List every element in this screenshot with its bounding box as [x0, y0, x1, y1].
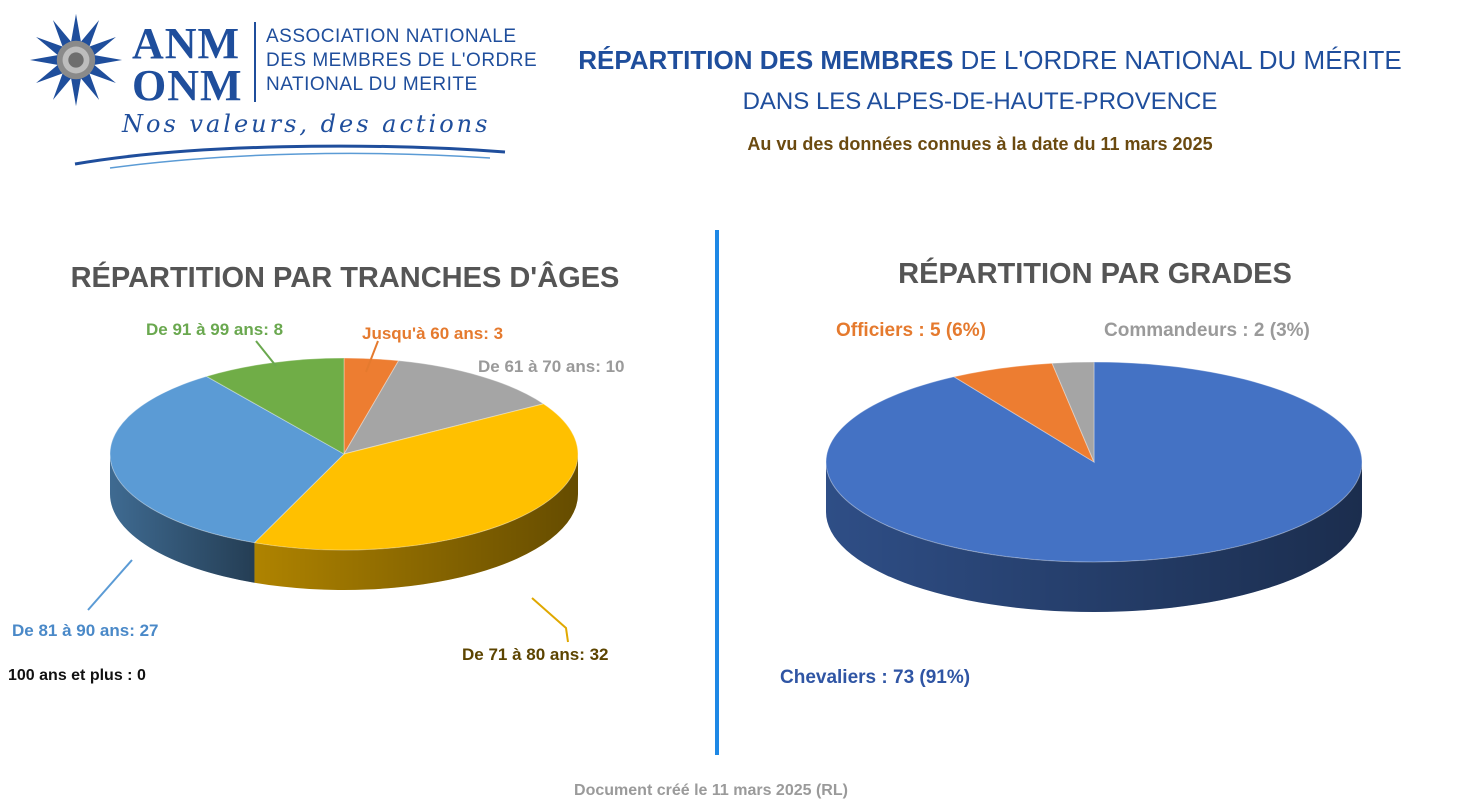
grade-slice-2: [1051, 361, 1095, 463]
logo-text-line-2: DES MEMBRES DE L'ORDRE: [266, 50, 538, 71]
logo-text-line-1: ASSOCIATION NATIONALE: [266, 26, 517, 47]
data-label-a70: De 61 à 70 ans: 10: [478, 357, 625, 376]
grade-slice-1: [952, 362, 1096, 464]
data-label-a90: De 81 à 90 ans: 27: [12, 621, 159, 640]
data-label-a99: De 91 à 99 ans: 8: [146, 320, 284, 339]
age-chart-title: RÉPARTITION PAR TRANCHES D'ÂGES: [70, 262, 620, 294]
logo-divider: [254, 22, 256, 102]
age-slice-side-shade-2: [254, 454, 579, 591]
logo-text-line-3: NATIONAL DU MERITE: [266, 74, 478, 95]
page-title-bold: RÉPARTITION DES MEMBRES: [578, 45, 954, 75]
date-note: Au vu des données connues à la date du 1…: [747, 134, 1213, 154]
logo-acronym-onm: ONM: [132, 61, 243, 110]
data-label-chevaliers: Chevaliers : 73 (91%): [780, 667, 971, 688]
data-label-a80: De 71 à 80 ans: 32: [462, 645, 609, 664]
data-label-a100: 100 ans et plus : 0: [8, 667, 146, 684]
grade-slice-0: [825, 361, 1363, 563]
age-slice-1: [342, 360, 545, 455]
logo-acronym-anm: ANM: [132, 19, 241, 68]
leader-line-a99: [255, 340, 277, 367]
page-subtitle: DANS LES ALPES-DE-HAUTE-PROVENCE: [742, 88, 1218, 115]
data-label-commandeurs: Commandeurs : 2 (3%): [1104, 320, 1310, 341]
leader-line-a90: [87, 559, 133, 611]
age-slice-4: [205, 357, 345, 455]
page-title: RÉPARTITION DES MEMBRES DE L'ORDRE NATIO…: [520, 45, 1460, 76]
leader-line-a60: [365, 340, 379, 373]
footer-note: Document créé le 11 mars 2025 (RL): [574, 782, 848, 799]
vertical-separator: [715, 230, 719, 755]
leader-line-a80: [531, 597, 569, 643]
age-slice-3: [109, 375, 345, 544]
data-label-officiers: Officiers : 5 (6%): [836, 320, 986, 341]
logo-swoosh-decoration: [74, 144, 506, 169]
grade-chart-title: RÉPARTITION PAR GRADES: [898, 258, 1292, 290]
anm-star-emblem-icon: [29, 13, 123, 107]
logo-motto: Nos valeurs, des actions: [122, 110, 491, 138]
age-slice-2: [253, 403, 579, 551]
age-slice-side-shade-3: [110, 454, 255, 583]
grade-slice-side-shade-0: [826, 462, 1362, 612]
data-label-a60: Jusqu'à 60 ans: 3: [362, 324, 504, 343]
page-title-rest: DE L'ORDRE NATIONAL DU MÉRITE: [953, 45, 1402, 75]
